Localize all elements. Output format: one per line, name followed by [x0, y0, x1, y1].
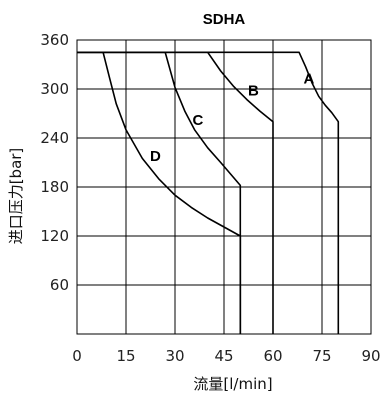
- x-tick-label-3: 45: [214, 347, 233, 365]
- series-line-b: [77, 51, 274, 334]
- curve-label-c: C: [192, 112, 203, 129]
- grid-layer: [76, 39, 372, 334]
- curve-label-b: B: [248, 83, 259, 100]
- chart-title: SDHA: [203, 11, 246, 28]
- x-tick-label-5: 75: [312, 347, 331, 365]
- y-tick-label-1: 120: [40, 227, 69, 245]
- series-line-c: [77, 51, 242, 334]
- x-axis-label: 流量[l/min]: [193, 375, 272, 393]
- y-axis-label: 进口压力[bar]: [7, 148, 25, 245]
- y-tick-label-5: 360: [40, 31, 69, 49]
- x-tick-label-0: 0: [72, 347, 82, 365]
- curve-label-a: A: [304, 70, 315, 87]
- x-tick-label-1: 15: [116, 347, 135, 365]
- series-line-a: [77, 51, 340, 334]
- y-tick-label-4: 300: [40, 80, 69, 98]
- y-tick-labels: 60 120 180 240 300 360: [40, 31, 69, 294]
- x-tick-label-2: 30: [165, 347, 184, 365]
- y-tick-label-0: 60: [50, 276, 69, 294]
- x-tick-label-6: 90: [361, 347, 380, 365]
- series-layer: [77, 51, 340, 334]
- x-tick-label-4: 60: [263, 347, 282, 365]
- plot-frame: [76, 39, 372, 335]
- y-tick-label-3: 240: [40, 129, 69, 147]
- series-line-d: [77, 51, 242, 334]
- y-tick-label-2: 180: [40, 178, 69, 196]
- x-tick-labels: 0 15 30 45 60 75 90: [72, 347, 380, 365]
- curve-labels: A B C D: [150, 70, 315, 165]
- curve-label-d: D: [150, 148, 161, 165]
